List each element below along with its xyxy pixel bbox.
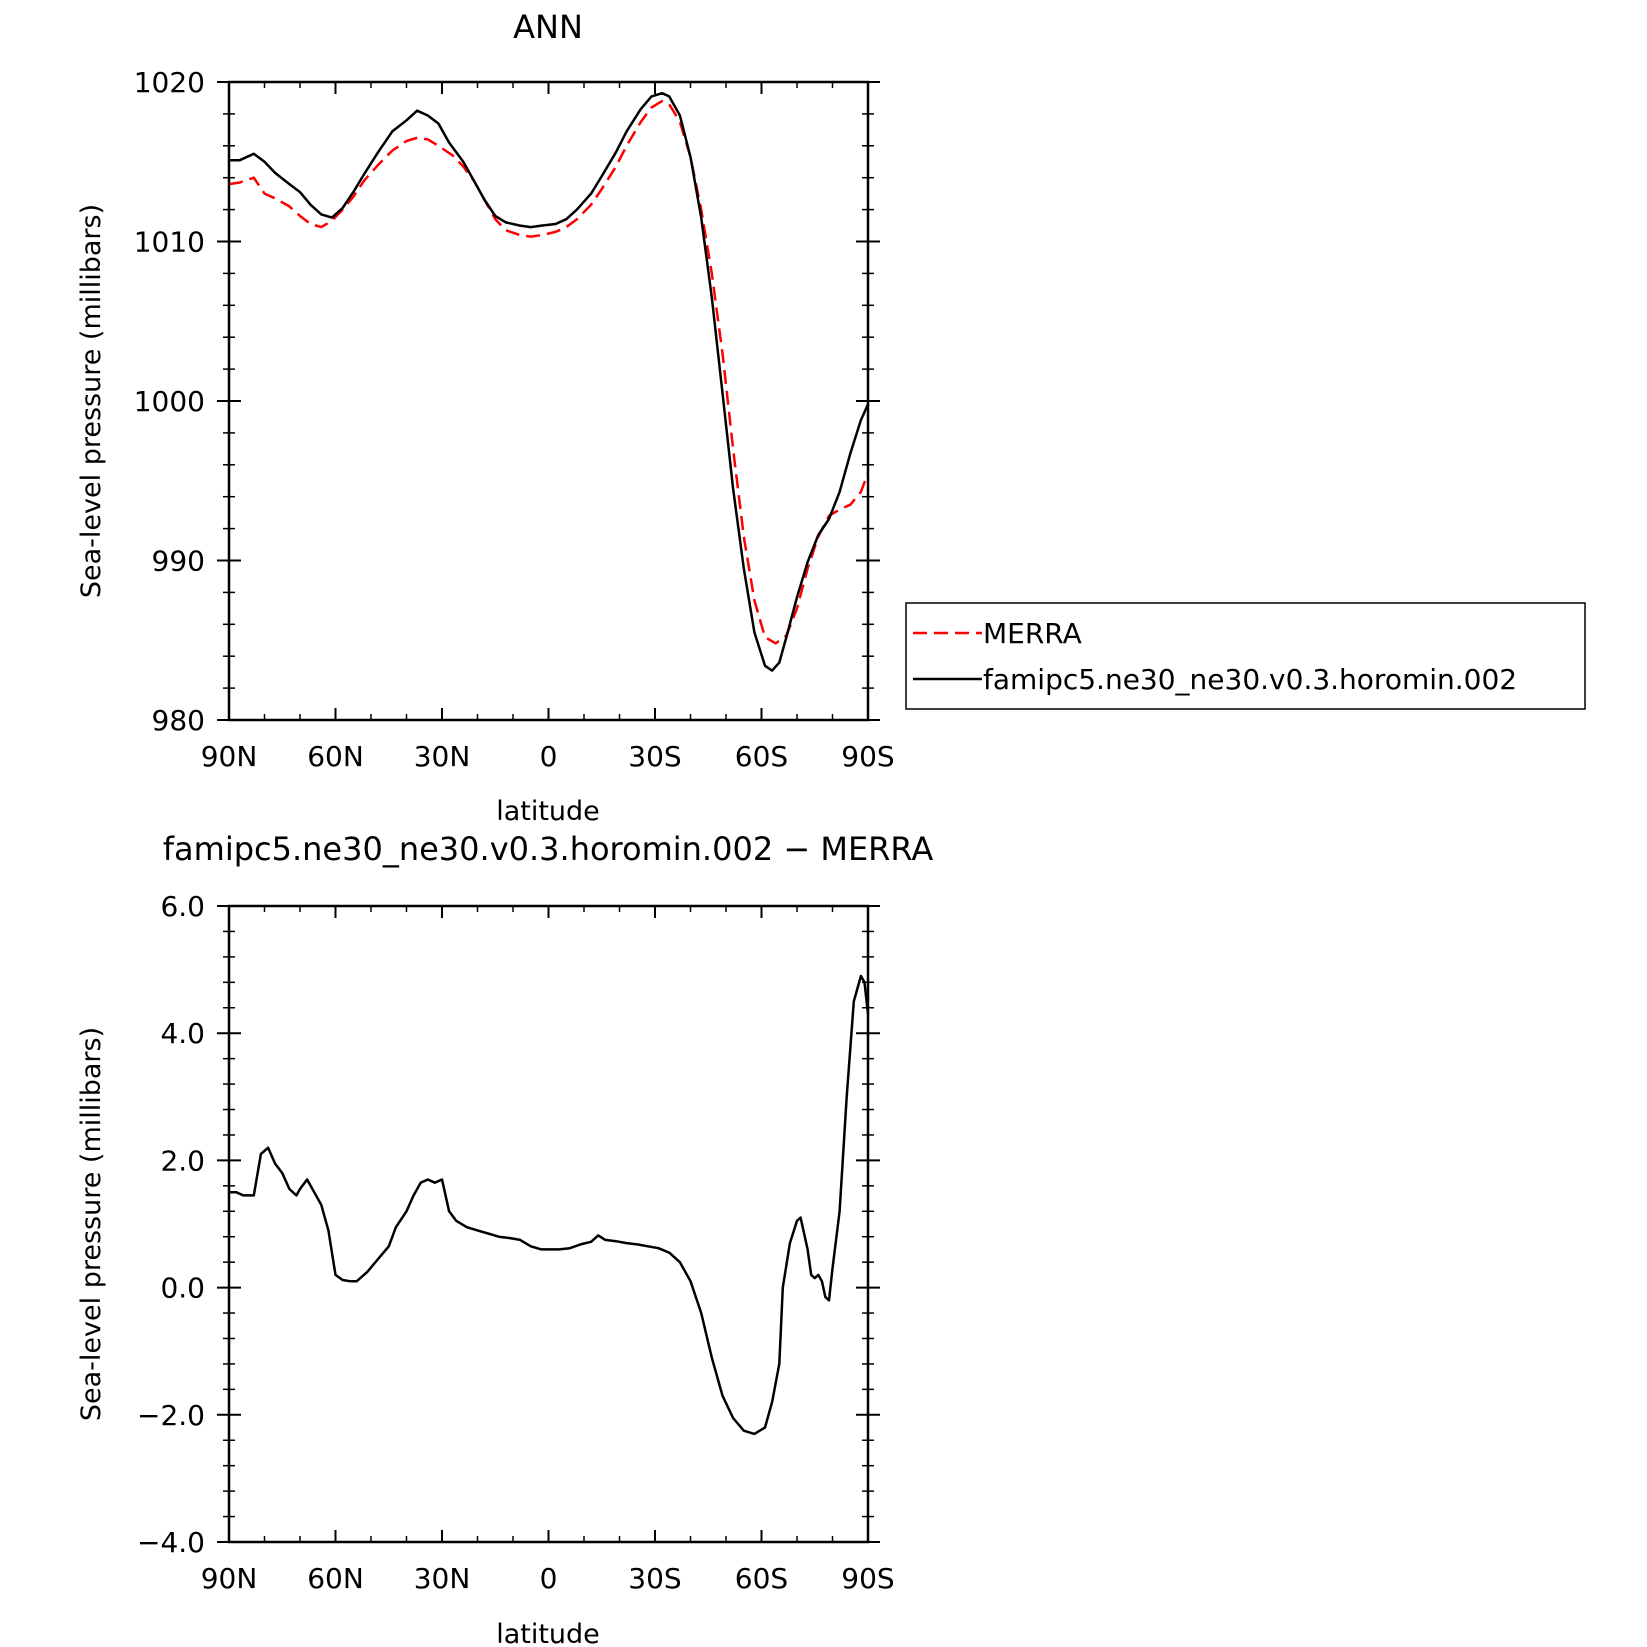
y-tick-labels: 6.0 4.0 2.0 0.0 −2.0 −4.0 — [137, 890, 205, 1559]
x-tick-label: 90N — [201, 740, 258, 773]
legend-label-merra: MERRA — [983, 617, 1082, 650]
x-tick-label: 60N — [307, 740, 364, 773]
y-tick-label: 0.0 — [160, 1272, 205, 1305]
chart-panel-mean: ANN 90N 60N 30N 0 30S 60S 90S 1020 1010 1000 990 9… — [76, 8, 1586, 827]
y-tick-label: 1010 — [134, 226, 205, 259]
tick-marks — [217, 81, 880, 721]
x-tick-label: 30S — [628, 740, 681, 773]
x-tick-label: 60S — [735, 1562, 788, 1595]
x-tick-label: 30N — [414, 1562, 471, 1595]
plot-frame — [227, 904, 870, 1544]
x-tick-label: 60S — [735, 740, 788, 773]
x-axis-label: latitude — [496, 796, 600, 827]
x-axis-label: latitude — [496, 1619, 600, 1647]
y-tick-labels: 1020 1010 1000 990 980 — [134, 66, 205, 737]
y-tick-label: 6.0 — [160, 890, 205, 923]
series-lines — [227, 91, 870, 672]
y-axis-label: Sea-level pressure (millibars) — [76, 204, 107, 598]
legend: MERRA famipc5.ne30_ne30.v0.3.horomin.002 — [905, 602, 1586, 710]
y-axis-label: Sea-level pressure (millibars) — [76, 1027, 107, 1421]
x-tick-label: 90N — [201, 1562, 258, 1595]
x-tick-labels: 90N 60N 30N 0 30S 60S 90S — [201, 1562, 895, 1595]
legend-box — [905, 602, 1586, 710]
x-tick-label: 90S — [841, 1562, 894, 1595]
x-tick-label: 0 — [540, 740, 558, 773]
x-tick-labels: 90N 60N 30N 0 30S 60S 90S — [201, 740, 895, 773]
series-lines — [227, 974, 870, 1436]
chart-title: famipc5.ne30_ne30.v0.3.horomin.002 − MER… — [163, 830, 934, 868]
series-line-merra — [228, 99, 870, 645]
y-tick-label: 980 — [152, 704, 205, 737]
x-tick-label: 30S — [628, 1562, 681, 1595]
plot-frame — [227, 80, 870, 722]
x-tick-label: 90S — [841, 740, 894, 773]
tick-marks — [217, 905, 880, 1543]
y-tick-label: 990 — [152, 545, 205, 578]
series-line-difference — [227, 974, 870, 1436]
chart-panel-difference: famipc5.ne30_ne30.v0.3.horomin.002 − MER… — [76, 830, 933, 1647]
y-tick-label: 4.0 — [160, 1017, 205, 1050]
legend-label-model: famipc5.ne30_ne30.v0.3.horomin.002 — [983, 663, 1517, 696]
y-tick-label: 2.0 — [160, 1144, 205, 1177]
chart-title: ANN — [513, 8, 583, 46]
y-tick-label: 1020 — [134, 66, 205, 99]
y-tick-label: −4.0 — [137, 1526, 205, 1559]
x-tick-label: 60N — [307, 1562, 364, 1595]
y-tick-label: 1000 — [134, 385, 205, 418]
x-tick-label: 30N — [414, 740, 471, 773]
y-tick-label: −2.0 — [137, 1399, 205, 1432]
x-tick-label: 0 — [540, 1562, 558, 1595]
series-line-famipc5-ne30-ne30-v0-3-horomin-002 — [227, 91, 870, 672]
